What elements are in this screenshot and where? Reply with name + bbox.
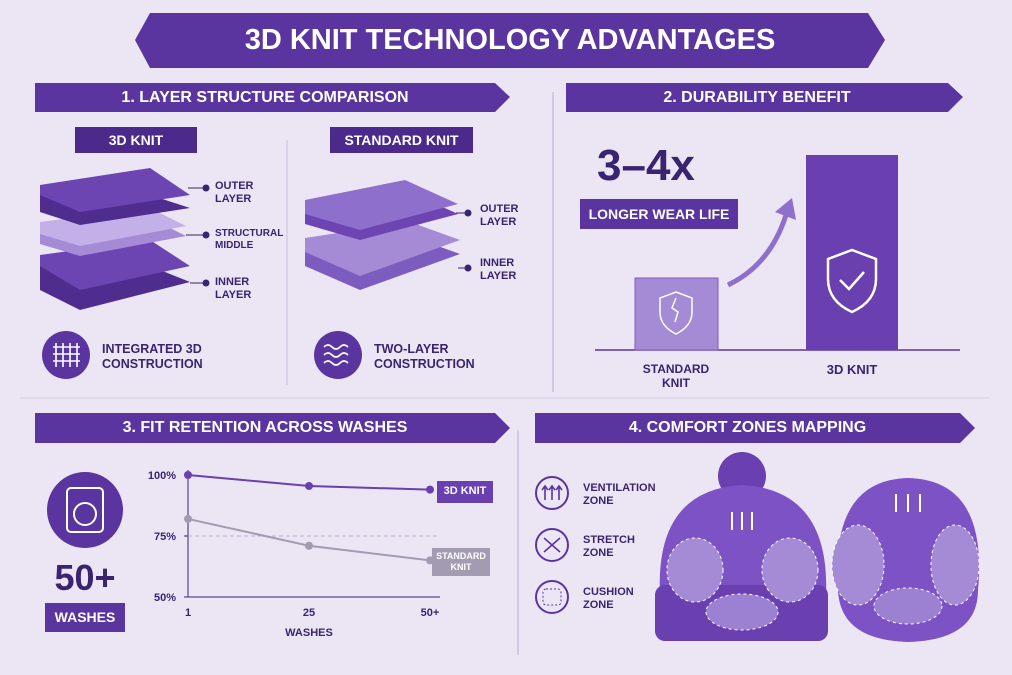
layer-label: OUTER LAYER: [215, 180, 254, 206]
feature-icon: [42, 331, 90, 379]
data-point: [305, 481, 313, 490]
decoration: [202, 279, 210, 287]
series-line: [187, 517, 431, 562]
layer-label: INNER LAYER: [215, 276, 252, 302]
data-point: [426, 485, 434, 494]
layer-slab: [305, 180, 458, 230]
section-banner: [566, 83, 963, 112]
x-tick-label: 25: [303, 607, 315, 619]
knit-label: STANDARD KNIT: [330, 127, 473, 153]
zone-patch: [831, 524, 885, 606]
beanie: [837, 478, 980, 642]
page-title: 3D KNIT TECHNOLOGY ADVANTAGES: [244, 24, 776, 57]
zone-label: CUSHION ZONE: [583, 586, 634, 612]
title-banner: [135, 13, 885, 68]
y-tick-label: 50%: [154, 592, 176, 604]
x-tick-label: 50+: [421, 607, 440, 619]
zone-label: VENTILATION ZONE: [583, 482, 656, 508]
zone-glyph: [541, 484, 563, 553]
badge-number: 50+: [54, 557, 116, 598]
zone-icon: [535, 528, 569, 562]
washer-door: [73, 502, 97, 526]
section-heading: 2. DURABILITY BENEFIT: [663, 88, 851, 106]
feature-icon: [314, 331, 362, 379]
ventilation-arrows: [731, 512, 753, 530]
bar-illustration: [806, 155, 898, 350]
zone-glyph: [542, 588, 562, 606]
shield: [826, 248, 878, 314]
layer-slab: [305, 222, 460, 276]
legend-entry: STANDARD KNIT: [432, 548, 490, 576]
layer-label: STRUCTURAL MIDDLE: [215, 228, 284, 251]
washer: [66, 487, 104, 533]
grid-icon: [53, 343, 80, 367]
x-axis-label: WASHES: [285, 627, 333, 639]
x-tick-label: 1: [185, 607, 191, 619]
decoration: [202, 184, 210, 192]
section-heading: 1. LAYER STRUCTURE COMPARISON: [121, 88, 409, 106]
y-tick-label: 100%: [148, 470, 176, 482]
decoration: [464, 264, 472, 272]
y-tick-label: 75%: [154, 531, 176, 543]
zone-patch: [666, 537, 724, 603]
badge-label: WASHES: [45, 603, 125, 632]
cracked-shield: [659, 291, 693, 335]
zone-patch: [930, 524, 980, 606]
layer-label: INNER LAYER: [480, 257, 517, 283]
zone-patch: [705, 593, 779, 631]
data-point: [184, 514, 192, 523]
arrow-head: [775, 198, 796, 220]
feature-label: TWO-LAYER CONSTRUCTION: [374, 342, 475, 371]
zone-label: STRETCH ZONE: [583, 534, 635, 560]
line-chart: 50% 75% 100% 1 25 50+ WASHES: [148, 470, 440, 639]
layer-label: OUTER LAYER: [480, 203, 519, 229]
data-point: [305, 541, 313, 550]
multiplier: 3–4x: [597, 141, 695, 190]
caption: LONGER WEAR LIFE: [580, 199, 738, 229]
data-point: [184, 471, 192, 479]
bar-illustration: [634, 277, 719, 351]
washer-icon: [47, 472, 123, 548]
wave-icon: [323, 344, 349, 366]
zone-icon: [535, 476, 569, 510]
growth-arrow: [726, 214, 789, 288]
leader-lines: [186, 184, 472, 287]
bar-label: 3D KNIT: [826, 362, 878, 377]
section-banner: [535, 413, 975, 443]
section-heading: 4. COMFORT ZONES MAPPING: [628, 419, 867, 437]
zone-patch: [873, 587, 943, 625]
legend-entry: 3D KNIT: [437, 481, 493, 503]
bar-label: STANDARD KNIT: [642, 362, 710, 391]
ventilation-arrows: [895, 494, 921, 512]
layer-slab: [40, 168, 190, 212]
decoration: [202, 231, 210, 239]
knit-label: 3D KNIT: [75, 127, 197, 153]
section-heading: 3. FIT RETENTION ACROSS WASHES: [122, 419, 408, 437]
decoration: [464, 209, 472, 217]
feature-label: INTEGRATED 3D CONSTRUCTION: [102, 342, 203, 371]
zone-icon: [535, 580, 569, 614]
section-banner: [35, 83, 510, 112]
zone-patch: [761, 537, 819, 603]
section-banner: [35, 413, 510, 443]
